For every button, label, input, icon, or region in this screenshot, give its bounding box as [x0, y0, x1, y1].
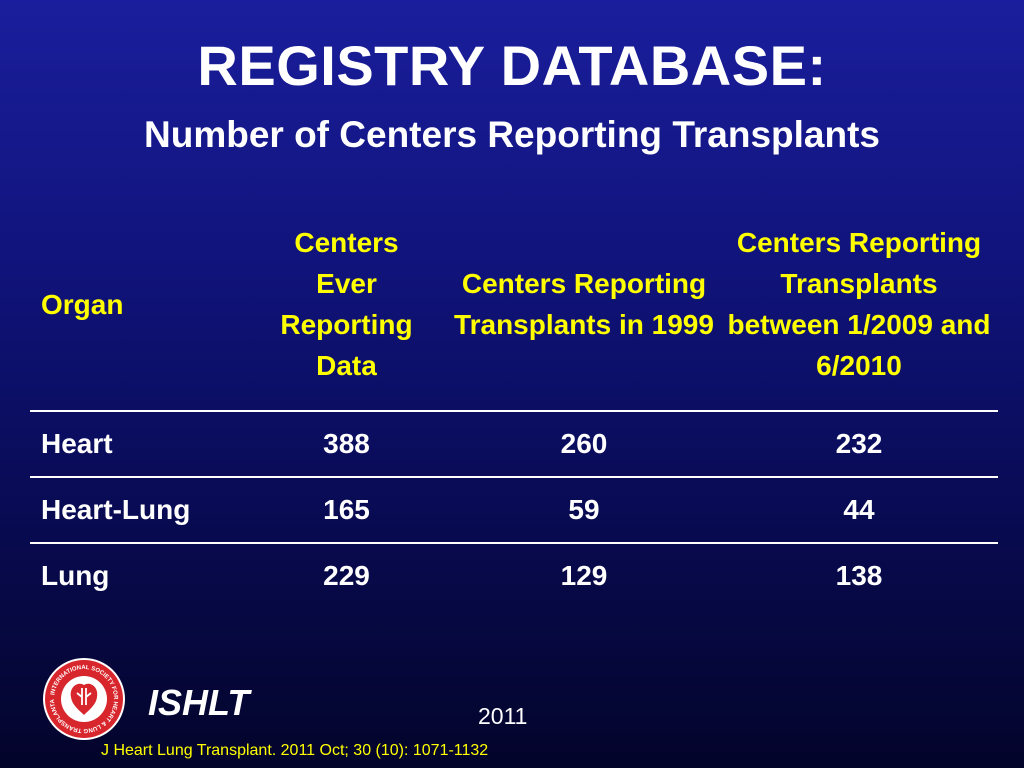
- value-cell: 138: [835, 560, 883, 591]
- organ-cell: Lung: [41, 560, 110, 591]
- value-cell: 59: [448, 477, 720, 544]
- table-row: Heart 388 260 232: [30, 411, 998, 478]
- organ-cell: Heart-Lung: [30, 477, 245, 544]
- slide-title: REGISTRY DATABASE:: [197, 34, 827, 97]
- ishlt-brand-label: ISHLT: [148, 682, 250, 723]
- value-cell: 44: [720, 477, 998, 544]
- value-cell: 232: [720, 411, 998, 478]
- centers-table: Organ Centers Ever Reporting Data Center…: [30, 198, 998, 608]
- table-row: Lung 229 129 138: [30, 543, 998, 608]
- table-row: Heart-Lung 165 59 44: [30, 477, 998, 544]
- table-header-row: Organ Centers Ever Reporting Data Center…: [30, 198, 998, 412]
- slide-subtitle: Number of Centers Reporting Transplants: [144, 114, 880, 155]
- column-header-1999: Centers Reporting Transplants in 1999: [448, 198, 720, 412]
- value-cell: 260: [448, 411, 720, 478]
- year-label: 2011: [478, 703, 528, 729]
- citation-text: J Heart Lung Transplant. 2011 Oct; 30 (1…: [101, 742, 489, 759]
- column-header-ever-reporting: Centers Ever Reporting Data: [245, 198, 448, 412]
- value-cell: 129: [560, 560, 608, 591]
- value-cell: 165: [245, 477, 448, 544]
- column-header-2009-2010: Centers Reporting Transplants between 1/…: [720, 198, 998, 412]
- ishlt-logo-icon: INTERNATIONAL SOCIETY FOR HEART & LUNG T…: [40, 653, 126, 741]
- value-cell: 388: [245, 411, 448, 478]
- organ-cell: Heart: [30, 411, 245, 478]
- value-cell: 229: [323, 560, 370, 591]
- column-header-organ: Organ: [30, 198, 245, 412]
